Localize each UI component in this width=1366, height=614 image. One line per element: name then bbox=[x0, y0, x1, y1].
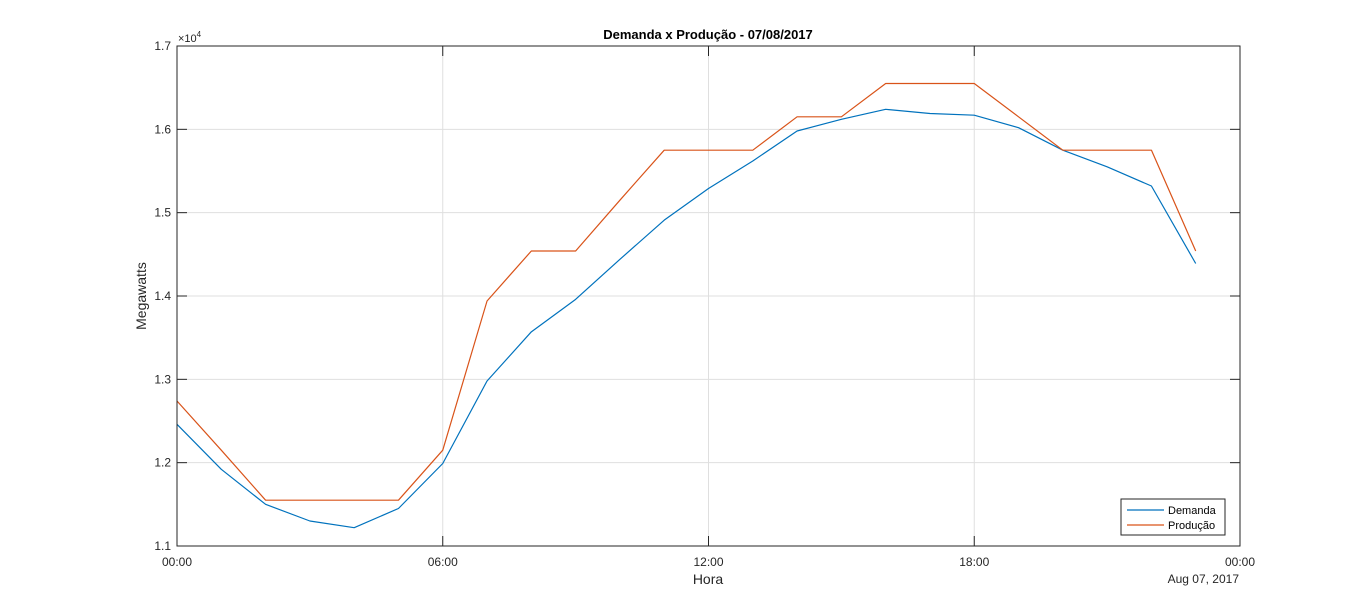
legend-label-producao: Produção bbox=[1168, 520, 1215, 532]
legend: Demanda Produção bbox=[1120, 498, 1226, 536]
y-tick-label: 1.1 bbox=[154, 539, 171, 553]
y-exponent-label: ×104 bbox=[178, 30, 202, 45]
x-tick-label: 00:00 bbox=[162, 555, 192, 569]
x-tick-label: 00:00 bbox=[1225, 555, 1255, 569]
legend-box bbox=[1120, 498, 1226, 536]
y-tick-label: 1.4 bbox=[154, 289, 171, 303]
legend-label-demanda: Demanda bbox=[1168, 505, 1217, 517]
y-tick-label: 1.5 bbox=[154, 206, 171, 220]
chart-title: Demanda x Produção - 07/08/2017 bbox=[603, 27, 813, 42]
date-label: Aug 07, 2017 bbox=[1168, 572, 1240, 586]
y-tick-labels: 1.1 1.2 1.3 1.4 1.5 1.6 1.7 bbox=[154, 39, 171, 553]
y-tick-label: 1.7 bbox=[154, 39, 171, 53]
axis-ticks bbox=[176, 45, 1241, 547]
x-tick-label: 18:00 bbox=[959, 555, 989, 569]
y-axis-title: Megawatts bbox=[133, 262, 149, 330]
series-line-producao bbox=[176, 82, 1197, 501]
series-line-demanda bbox=[176, 108, 1197, 529]
y-tick-label: 1.6 bbox=[154, 122, 171, 136]
x-axis-title: Hora bbox=[693, 571, 724, 587]
y-tick-label: 1.3 bbox=[154, 372, 171, 386]
grid bbox=[177, 46, 1240, 546]
x-tick-label: 06:00 bbox=[428, 555, 458, 569]
series-group bbox=[176, 82, 1197, 529]
x-tick-labels: 00:00 06:00 12:00 18:00 00:00 bbox=[162, 555, 1255, 569]
x-tick-label: 12:00 bbox=[693, 555, 723, 569]
y-tick-label: 1.2 bbox=[154, 456, 171, 470]
